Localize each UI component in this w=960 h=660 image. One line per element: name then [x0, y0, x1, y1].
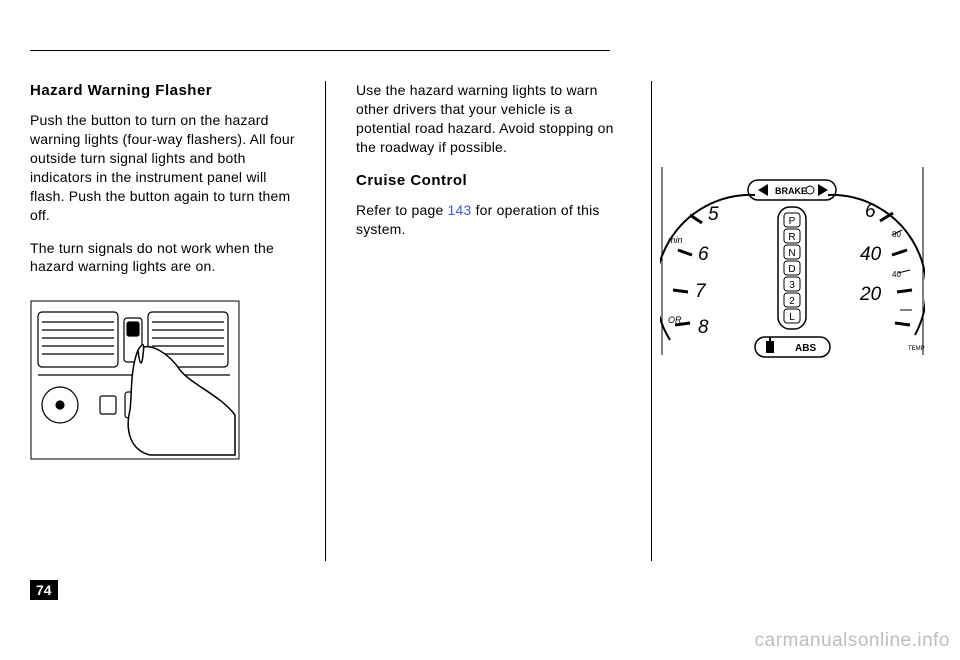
- svg-text:D: D: [788, 264, 795, 275]
- svg-text:3: 3: [789, 280, 795, 291]
- tach-8: 8: [698, 317, 709, 338]
- hazard-button-illustration: [30, 300, 240, 460]
- watermark: carmanualsonline.info: [755, 630, 950, 652]
- speed-80-minor: 80: [892, 230, 901, 239]
- cruise-ref-p: Refer to page 143 for operation of this …: [356, 201, 621, 239]
- tach-5: 5: [708, 204, 719, 225]
- label-or: OR: [668, 315, 682, 325]
- svg-text:P: P: [789, 216, 796, 227]
- label-temp: TEMP: [908, 346, 925, 352]
- shift-indicator: P R N D 3 2 L: [784, 213, 800, 323]
- manual-page: Hazard Warning Flasher Push the button t…: [30, 50, 930, 620]
- hazard-heading: Hazard Warning Flasher: [30, 81, 295, 101]
- gauge-cluster-illustration: 5 6 7 8 min OR 6 40 20 80 40 TEMP BRAKE …: [660, 165, 925, 365]
- hazard-p2: The turn signals do not work when the ha…: [30, 239, 295, 277]
- hazard-usage-p: Use the hazard warning lights to warn ot…: [356, 81, 621, 157]
- brake-label: BRAKE: [775, 186, 807, 196]
- svg-text:L: L: [789, 312, 795, 323]
- svg-text:R: R: [788, 232, 795, 243]
- transmission-icon: [766, 337, 774, 353]
- top-rule: [30, 50, 610, 51]
- abs-label: ABS: [795, 343, 816, 354]
- svg-text:N: N: [788, 248, 795, 259]
- page-link-143[interactable]: 143: [448, 202, 472, 218]
- svg-text:2: 2: [789, 296, 795, 307]
- speed-40: 40: [860, 244, 882, 265]
- cruise-heading: Cruise Control: [356, 171, 621, 191]
- left-arrow-icon: [758, 184, 768, 196]
- speed-40-minor: 40: [892, 270, 901, 279]
- cruise-ref-pre: Refer to page: [356, 202, 448, 218]
- page-number: 74: [30, 580, 58, 600]
- speed-20: 20: [859, 284, 882, 305]
- column-divider-1: [325, 81, 326, 561]
- column-1: Hazard Warning Flasher Push the button t…: [30, 81, 295, 561]
- column-2: Use the hazard warning lights to warn ot…: [356, 81, 621, 561]
- tach-7: 7: [695, 281, 707, 302]
- tach-6: 6: [698, 244, 709, 265]
- hazard-p1: Push the button to turn on the hazard wa…: [30, 111, 295, 224]
- speed-6: 6: [865, 201, 876, 222]
- right-arrow-icon: [818, 184, 828, 196]
- column-divider-2: [651, 81, 652, 561]
- label-min: min: [668, 235, 683, 245]
